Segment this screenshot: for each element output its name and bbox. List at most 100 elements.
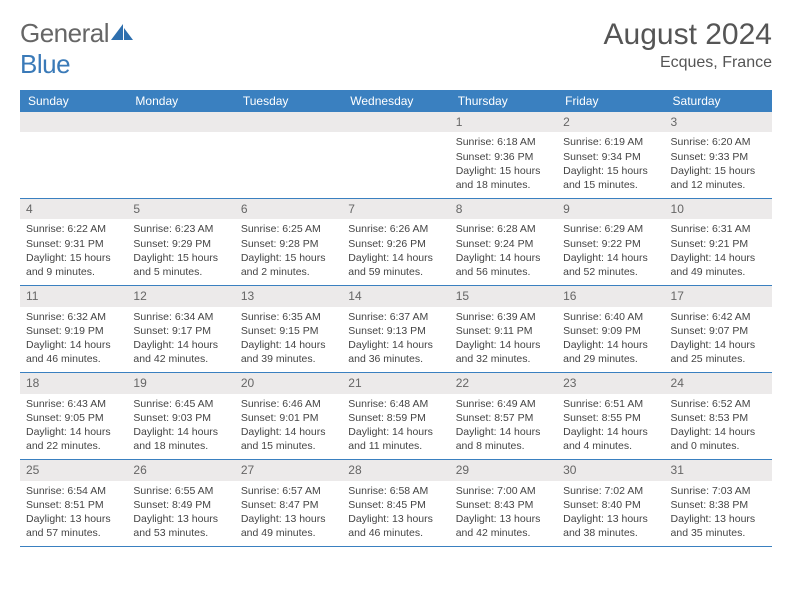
day-cell: 26Sunrise: 6:55 AMSunset: 8:49 PMDayligh… — [127, 460, 234, 547]
daylight-line: Daylight: 15 hours and 15 minutes. — [563, 164, 658, 192]
daylight-line: Daylight: 14 hours and 39 minutes. — [241, 338, 336, 366]
daylight-line: Daylight: 14 hours and 15 minutes. — [241, 425, 336, 453]
day-cell: 20Sunrise: 6:46 AMSunset: 9:01 PMDayligh… — [235, 373, 342, 460]
sunrise-line: Sunrise: 7:02 AM — [563, 484, 658, 498]
day-number: 5 — [127, 199, 234, 219]
week-row: 11Sunrise: 6:32 AMSunset: 9:19 PMDayligh… — [20, 286, 772, 373]
day-cell: 14Sunrise: 6:37 AMSunset: 9:13 PMDayligh… — [342, 286, 449, 373]
day-number: 24 — [665, 373, 772, 393]
sunset-line: Sunset: 8:43 PM — [456, 498, 551, 512]
daylight-line: Daylight: 14 hours and 36 minutes. — [348, 338, 443, 366]
day-number: 23 — [557, 373, 664, 393]
day-number: 26 — [127, 460, 234, 480]
day-body: Sunrise: 6:25 AMSunset: 9:28 PMDaylight:… — [235, 219, 342, 285]
sunset-line: Sunset: 9:05 PM — [26, 411, 121, 425]
daylight-line: Daylight: 13 hours and 46 minutes. — [348, 512, 443, 540]
sunset-line: Sunset: 8:40 PM — [563, 498, 658, 512]
sunrise-line: Sunrise: 6:39 AM — [456, 310, 551, 324]
daylight-line: Daylight: 14 hours and 0 minutes. — [671, 425, 766, 453]
day-header-row: Sunday Monday Tuesday Wednesday Thursday… — [20, 90, 772, 112]
day-body: Sunrise: 6:34 AMSunset: 9:17 PMDaylight:… — [127, 307, 234, 373]
sunset-line: Sunset: 9:09 PM — [563, 324, 658, 338]
day-cell: 27Sunrise: 6:57 AMSunset: 8:47 PMDayligh… — [235, 460, 342, 547]
sunset-line: Sunset: 9:19 PM — [26, 324, 121, 338]
day-body: Sunrise: 6:37 AMSunset: 9:13 PMDaylight:… — [342, 307, 449, 373]
day-number: 2 — [557, 112, 664, 132]
week-row: 25Sunrise: 6:54 AMSunset: 8:51 PMDayligh… — [20, 460, 772, 547]
day-number: 6 — [235, 199, 342, 219]
day-body: Sunrise: 7:03 AMSunset: 8:38 PMDaylight:… — [665, 481, 772, 547]
day-cell: 23Sunrise: 6:51 AMSunset: 8:55 PMDayligh… — [557, 373, 664, 460]
day-body: Sunrise: 6:40 AMSunset: 9:09 PMDaylight:… — [557, 307, 664, 373]
week-row: 1Sunrise: 6:18 AMSunset: 9:36 PMDaylight… — [20, 112, 772, 199]
daylight-line: Daylight: 14 hours and 32 minutes. — [456, 338, 551, 366]
daylight-line: Daylight: 15 hours and 9 minutes. — [26, 251, 121, 279]
day-cell: 24Sunrise: 6:52 AMSunset: 8:53 PMDayligh… — [665, 373, 772, 460]
day-cell: 16Sunrise: 6:40 AMSunset: 9:09 PMDayligh… — [557, 286, 664, 373]
day-cell: 9Sunrise: 6:29 AMSunset: 9:22 PMDaylight… — [557, 199, 664, 286]
sunset-line: Sunset: 8:49 PM — [133, 498, 228, 512]
day-cell: 2Sunrise: 6:19 AMSunset: 9:34 PMDaylight… — [557, 112, 664, 199]
sunrise-line: Sunrise: 6:45 AM — [133, 397, 228, 411]
day-cell — [127, 112, 234, 199]
daylight-line: Daylight: 14 hours and 49 minutes. — [671, 251, 766, 279]
day-number: 27 — [235, 460, 342, 480]
daylight-line: Daylight: 13 hours and 53 minutes. — [133, 512, 228, 540]
day-body — [20, 132, 127, 190]
day-cell: 8Sunrise: 6:28 AMSunset: 9:24 PMDaylight… — [450, 199, 557, 286]
sunrise-line: Sunrise: 6:48 AM — [348, 397, 443, 411]
day-cell: 17Sunrise: 6:42 AMSunset: 9:07 PMDayligh… — [665, 286, 772, 373]
day-cell: 4Sunrise: 6:22 AMSunset: 9:31 PMDaylight… — [20, 199, 127, 286]
day-body: Sunrise: 6:18 AMSunset: 9:36 PMDaylight:… — [450, 132, 557, 198]
day-cell — [20, 112, 127, 199]
brand-logo: GeneralBlue — [20, 18, 135, 80]
day-cell — [342, 112, 449, 199]
dayhead-fri: Friday — [557, 90, 664, 112]
dayhead-sun: Sunday — [20, 90, 127, 112]
daylight-line: Daylight: 14 hours and 52 minutes. — [563, 251, 658, 279]
day-body: Sunrise: 6:45 AMSunset: 9:03 PMDaylight:… — [127, 394, 234, 460]
day-body — [127, 132, 234, 190]
header: GeneralBlue August 2024 Ecques, France — [20, 18, 772, 80]
day-body: Sunrise: 6:57 AMSunset: 8:47 PMDaylight:… — [235, 481, 342, 547]
title-block: August 2024 Ecques, France — [604, 18, 772, 72]
sunrise-line: Sunrise: 6:37 AM — [348, 310, 443, 324]
day-cell: 6Sunrise: 6:25 AMSunset: 9:28 PMDaylight… — [235, 199, 342, 286]
daylight-line: Daylight: 15 hours and 12 minutes. — [671, 164, 766, 192]
brand-sail-icon — [109, 18, 135, 38]
day-number: 9 — [557, 199, 664, 219]
sunrise-line: Sunrise: 6:46 AM — [241, 397, 336, 411]
sunrise-line: Sunrise: 6:22 AM — [26, 222, 121, 236]
sunset-line: Sunset: 8:59 PM — [348, 411, 443, 425]
sunrise-line: Sunrise: 6:57 AM — [241, 484, 336, 498]
sunrise-line: Sunrise: 6:19 AM — [563, 135, 658, 149]
daylight-line: Daylight: 13 hours and 38 minutes. — [563, 512, 658, 540]
sunrise-line: Sunrise: 7:00 AM — [456, 484, 551, 498]
daylight-line: Daylight: 14 hours and 56 minutes. — [456, 251, 551, 279]
day-number — [235, 112, 342, 132]
day-number: 1 — [450, 112, 557, 132]
day-body: Sunrise: 6:55 AMSunset: 8:49 PMDaylight:… — [127, 481, 234, 547]
sunset-line: Sunset: 9:13 PM — [348, 324, 443, 338]
sunset-line: Sunset: 9:17 PM — [133, 324, 228, 338]
day-body: Sunrise: 6:46 AMSunset: 9:01 PMDaylight:… — [235, 394, 342, 460]
day-body — [235, 132, 342, 190]
day-number: 20 — [235, 373, 342, 393]
day-cell: 31Sunrise: 7:03 AMSunset: 8:38 PMDayligh… — [665, 460, 772, 547]
day-body: Sunrise: 6:39 AMSunset: 9:11 PMDaylight:… — [450, 307, 557, 373]
dayhead-thu: Thursday — [450, 90, 557, 112]
sunrise-line: Sunrise: 6:42 AM — [671, 310, 766, 324]
daylight-line: Daylight: 14 hours and 18 minutes. — [133, 425, 228, 453]
sunset-line: Sunset: 9:21 PM — [671, 237, 766, 251]
day-number: 31 — [665, 460, 772, 480]
day-cell: 12Sunrise: 6:34 AMSunset: 9:17 PMDayligh… — [127, 286, 234, 373]
day-cell: 25Sunrise: 6:54 AMSunset: 8:51 PMDayligh… — [20, 460, 127, 547]
day-number: 30 — [557, 460, 664, 480]
sunset-line: Sunset: 9:33 PM — [671, 150, 766, 164]
day-body: Sunrise: 6:52 AMSunset: 8:53 PMDaylight:… — [665, 394, 772, 460]
daylight-line: Daylight: 14 hours and 4 minutes. — [563, 425, 658, 453]
location: Ecques, France — [604, 54, 772, 72]
day-body: Sunrise: 6:54 AMSunset: 8:51 PMDaylight:… — [20, 481, 127, 547]
sunrise-line: Sunrise: 6:55 AM — [133, 484, 228, 498]
day-cell: 13Sunrise: 6:35 AMSunset: 9:15 PMDayligh… — [235, 286, 342, 373]
